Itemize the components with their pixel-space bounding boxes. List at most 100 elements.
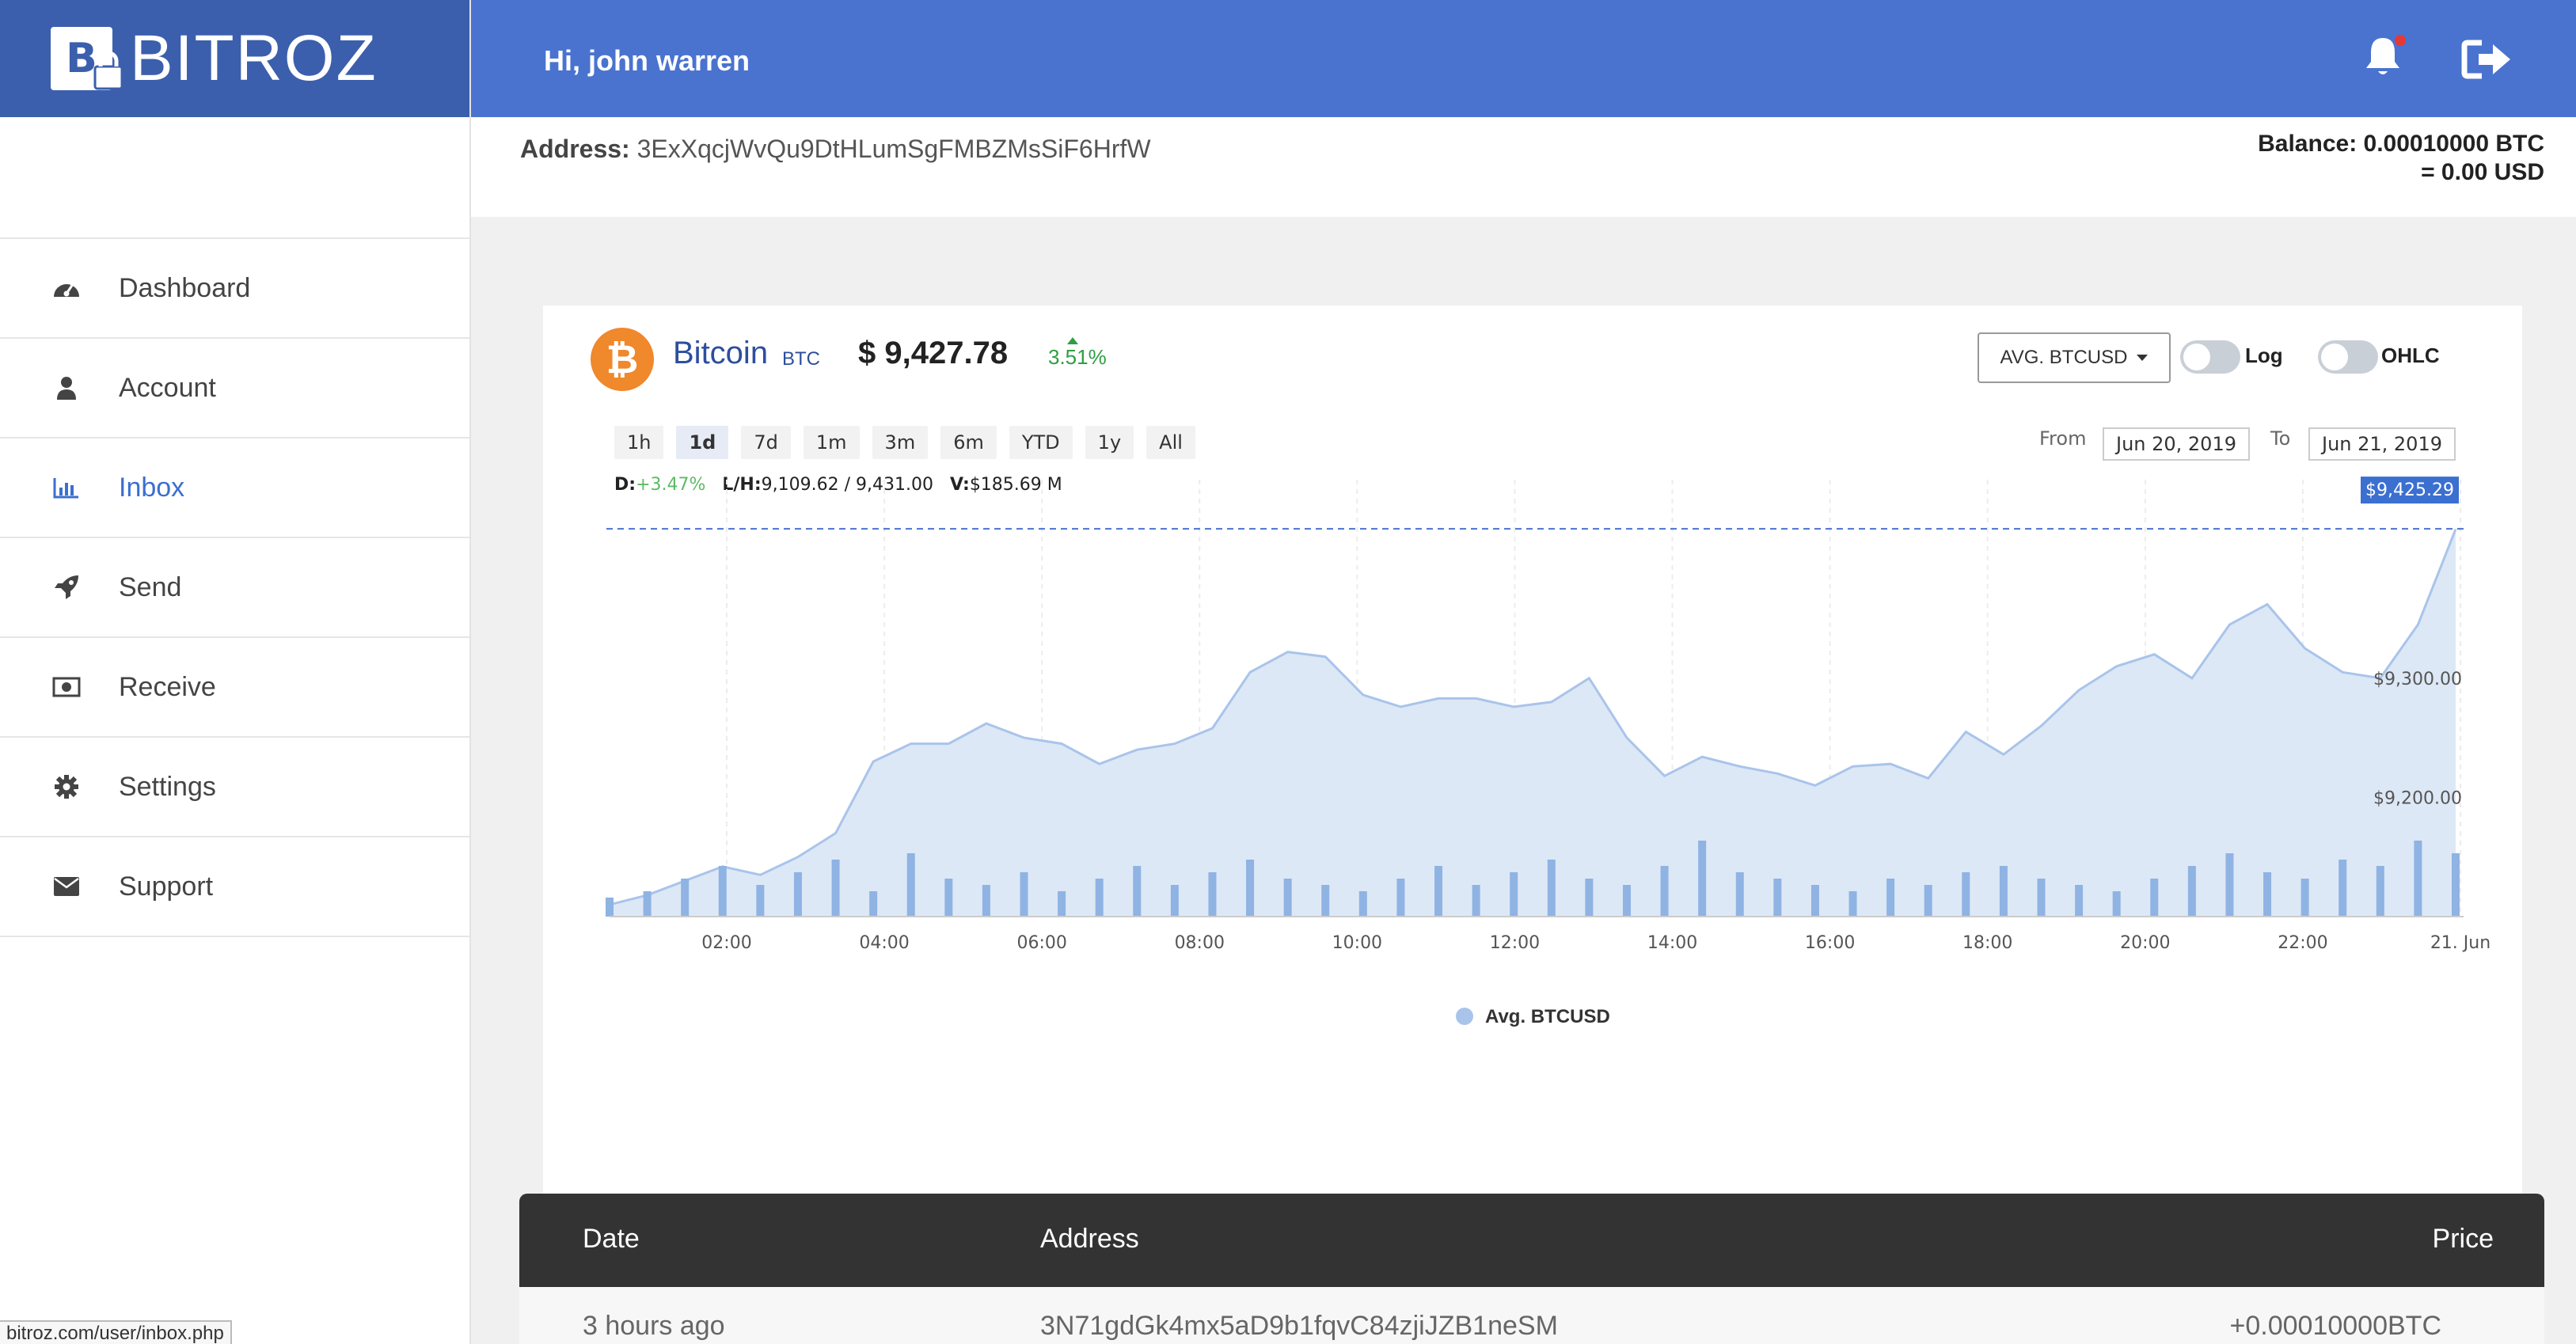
tachometer-icon (51, 272, 82, 304)
volume-bar (643, 891, 652, 917)
volume-bar (831, 860, 840, 917)
volume-bar (2414, 841, 2422, 917)
bell-icon[interactable] (2363, 35, 2407, 82)
volume-bar (1698, 841, 1707, 917)
currency-select-value: AVG. BTCUSD (2000, 347, 2128, 368)
range-3m[interactable]: 3m (872, 426, 929, 459)
volume-bar (1321, 885, 1330, 917)
volume-bar (982, 885, 990, 917)
volume-bar (1133, 866, 1142, 917)
table-row[interactable]: 3 hours ago 3N71gdGk4mx5aD9b1fqvC84zjiJZ… (519, 1287, 2544, 1344)
range-1d[interactable]: 1d (676, 426, 729, 459)
status-url: bitroz.com/user/inbox.php (0, 1320, 232, 1344)
logo-bar: B BITROZ (0, 0, 469, 117)
toggle-knob (2321, 344, 2348, 370)
currency-select[interactable]: AVG. BTCUSD (1978, 332, 2171, 383)
x-tick-label: 18:00 (1962, 933, 2012, 953)
sidebar-item-account[interactable]: Account (0, 339, 469, 439)
money-icon (51, 671, 82, 703)
volume-bar (1020, 872, 1028, 917)
range-1y[interactable]: 1y (1085, 426, 1134, 459)
stat-d-label: D: (614, 475, 636, 495)
volume-bar (1886, 879, 1895, 917)
volume-bar (1660, 866, 1669, 917)
volume-bar (2150, 879, 2159, 917)
volume-bar (1622, 885, 1631, 917)
volume-bar (606, 898, 614, 917)
volume-bar (1283, 879, 1292, 917)
user-icon (51, 372, 82, 404)
to-date-input[interactable]: Jun 21, 2019 (2308, 427, 2456, 461)
price-chart[interactable]: 02:00 04:00 06:00 08:00 10:00 12:00 14:00 16:00… (543, 306, 2522, 1200)
price-area (610, 529, 2456, 917)
sidebar-item-send[interactable]: Send (0, 538, 469, 638)
sidebar-item-receive[interactable]: Receive (0, 638, 469, 738)
row-price: +0.00010000BTC (2229, 1311, 2441, 1341)
range-all[interactable]: All (1146, 426, 1195, 459)
legend-marker (1456, 1008, 1473, 1025)
y-tick-label: $9,200.00 (2373, 788, 2462, 808)
sidebar-item-label: Account (119, 372, 216, 403)
envelope-icon (51, 871, 82, 902)
sidebar-item-label: Dashboard (119, 272, 251, 303)
col-date: Date (583, 1224, 640, 1254)
volume-bar (2376, 866, 2384, 917)
logout-icon[interactable] (2461, 38, 2517, 82)
bar-chart-icon (51, 472, 82, 503)
x-tick-label: 22:00 (2278, 933, 2327, 953)
price-line (609, 529, 2457, 906)
volume-bar (793, 872, 802, 917)
row-address: 3N71gdGk4mx5aD9b1fqvC84zjiJZB1neSM (1040, 1311, 1558, 1341)
x-tick-label: 20:00 (2120, 933, 2170, 953)
volume-bar (1547, 860, 1556, 917)
sidebar-item-label: Send (119, 571, 182, 602)
volume-bar (1585, 879, 1594, 917)
wallet-address: Address: 3ExXqcjWvQu9DtHLumSgFMBZMsSiF6H… (520, 135, 1151, 164)
x-tick-label: 12:00 (1490, 933, 1540, 953)
logo-text[interactable]: BITROZ (130, 22, 378, 94)
volume-bar (1962, 872, 1970, 917)
stat-v-label: V: (949, 475, 970, 495)
stat-d-value: +3.47% (636, 475, 706, 495)
volume-bar (1396, 879, 1405, 917)
volume-bar (1095, 879, 1104, 917)
volume-bar (1434, 866, 1443, 917)
volume-bar (718, 866, 727, 917)
col-address: Address (1040, 1224, 1139, 1254)
volume-bar (2452, 853, 2460, 917)
sidebar-item-label: Inbox (119, 472, 185, 503)
range-buttons: 1h 1d 7d 1m 3m 6m YTD 1y All (614, 426, 1195, 459)
range-7d[interactable]: 7d (741, 426, 791, 459)
sidebar-item-support[interactable]: Support (0, 837, 469, 937)
stat-v-value: $185.69 M (969, 475, 1062, 495)
volume-bar (1358, 891, 1367, 917)
ohlc-toggle[interactable] (2318, 340, 2378, 374)
range-1h[interactable]: 1h (614, 426, 664, 459)
range-ytd[interactable]: YTD (1009, 426, 1073, 459)
x-tick-label: 10:00 (1332, 933, 1382, 953)
volume-bar (2339, 860, 2347, 917)
rocket-icon (51, 571, 82, 603)
volume-bar (2263, 872, 2272, 917)
chart-stats: D:+3.47% L/H:9,109.62 / 9,431.00 V:$185.… (614, 475, 1062, 495)
caret-down-icon (2137, 355, 2149, 361)
sidebar-item-label: Settings (119, 771, 216, 802)
range-6m[interactable]: 6m (940, 426, 997, 459)
notification-dot (2395, 35, 2406, 46)
last-price-badge (2361, 476, 2459, 504)
log-toggle[interactable] (2180, 340, 2240, 374)
sidebar-item-inbox[interactable]: Inbox (0, 439, 469, 538)
sidebar-item-label: Receive (119, 671, 216, 702)
sidebar-item-dashboard[interactable]: Dashboard (0, 239, 469, 339)
volume-bar (2225, 853, 2234, 917)
sidebar-item-settings[interactable]: Settings (0, 738, 469, 837)
gear-icon (51, 771, 82, 803)
from-date-input[interactable]: Jun 20, 2019 (2103, 427, 2250, 461)
volume-bar (1058, 891, 1066, 917)
volume-bar (756, 885, 765, 917)
range-1m[interactable]: 1m (803, 426, 860, 459)
volume-bar (1246, 860, 1255, 917)
x-tick-label: 16:00 (1805, 933, 1855, 953)
wallet-balance: Balance: 0.00010000 BTC = 0.00 USD (2258, 130, 2544, 187)
volume-bar (1472, 885, 1480, 917)
